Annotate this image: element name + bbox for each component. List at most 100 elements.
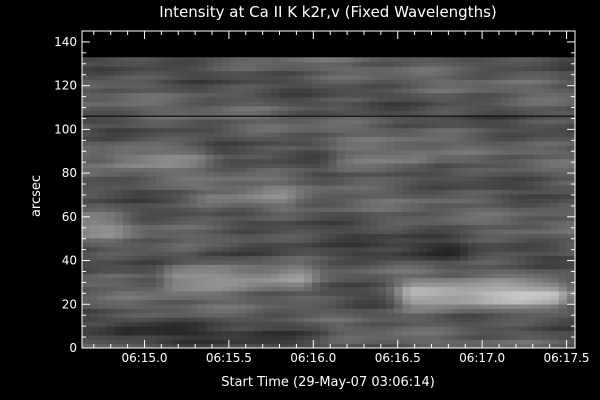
- heatmap-cell: [295, 264, 305, 270]
- heatmap-cell: [303, 202, 313, 208]
- heatmap-cell: [139, 334, 149, 340]
- heatmap-cell: [262, 154, 272, 160]
- heatmap-cell: [213, 325, 223, 331]
- heatmap-cell: [295, 339, 305, 345]
- heatmap-cell: [254, 83, 264, 89]
- heatmap-cell: [484, 295, 494, 301]
- heatmap-cell: [501, 264, 510, 270]
- heatmap-cell: [147, 176, 157, 182]
- heatmap-cell: [287, 233, 297, 239]
- heatmap-cell: [369, 88, 379, 94]
- heatmap-cell: [476, 167, 486, 173]
- heatmap-cell: [459, 154, 469, 160]
- heatmap-cell: [501, 79, 510, 85]
- heatmap-cell: [484, 66, 494, 72]
- heatmap-cell: [443, 57, 453, 63]
- heatmap-cell: [550, 286, 560, 292]
- heatmap-cell: [320, 325, 330, 331]
- heatmap-cell: [131, 330, 141, 336]
- heatmap-cell: [550, 259, 560, 265]
- heatmap-cell: [484, 220, 494, 226]
- heatmap-cell: [361, 207, 371, 213]
- heatmap-cell: [550, 118, 560, 124]
- heatmap-cell: [106, 281, 116, 287]
- heatmap-cell: [344, 180, 354, 186]
- heatmap-cell: [221, 127, 231, 133]
- heatmap-cell: [336, 211, 346, 217]
- heatmap-cell: [377, 224, 387, 230]
- heatmap-cell: [542, 334, 551, 340]
- heatmap-cell: [82, 92, 91, 98]
- heatmap-cell: [90, 176, 100, 182]
- heatmap-cell: [476, 57, 486, 63]
- heatmap-cell: [279, 268, 289, 274]
- heatmap-cell: [164, 308, 173, 314]
- heatmap-cell: [90, 189, 100, 195]
- heatmap-cell: [550, 193, 560, 199]
- heatmap-cell: [262, 123, 272, 129]
- heatmap-cell: [550, 339, 560, 345]
- heatmap-cell: [246, 162, 256, 168]
- heatmap-cell: [164, 176, 173, 182]
- heatmap-cell: [550, 92, 560, 98]
- heatmap-cell: [114, 299, 124, 305]
- heatmap-cell: [213, 224, 223, 230]
- heatmap-cell: [114, 167, 124, 173]
- heatmap-cell: [221, 264, 231, 270]
- heatmap-cell: [361, 303, 371, 309]
- heatmap-cell: [336, 136, 346, 142]
- heatmap-cell: [254, 277, 264, 283]
- heatmap-cell: [320, 66, 330, 72]
- heatmap-cell: [525, 255, 535, 261]
- heatmap-cell: [123, 118, 132, 124]
- heatmap-cell: [246, 96, 256, 102]
- heatmap-cell: [509, 330, 519, 336]
- heatmap-cell: [476, 127, 486, 133]
- heatmap-cell: [188, 246, 198, 252]
- heatmap-cell: [238, 74, 247, 80]
- heatmap-cell: [90, 127, 100, 133]
- heatmap-cell: [147, 330, 157, 336]
- heatmap-cell: [164, 185, 173, 191]
- heatmap-cell: [98, 198, 108, 204]
- heatmap-cell: [238, 290, 247, 296]
- heatmap-cell: [262, 264, 272, 270]
- heatmap-cell: [270, 70, 280, 76]
- heatmap-cell: [369, 140, 379, 146]
- heatmap-cell: [246, 334, 256, 340]
- heatmap-cell: [98, 281, 108, 287]
- heatmap-cell: [336, 330, 346, 336]
- heatmap-cell: [509, 149, 519, 155]
- heatmap-cell: [468, 57, 477, 63]
- heatmap-cell: [353, 202, 362, 208]
- heatmap-cell: [279, 176, 289, 182]
- heatmap-cell: [418, 330, 428, 336]
- heatmap-cell: [542, 171, 551, 177]
- heatmap-cell: [139, 198, 149, 204]
- heatmap-cell: [320, 295, 330, 301]
- heatmap-cell: [410, 171, 420, 177]
- heatmap-cell: [246, 224, 256, 230]
- heatmap-cell: [164, 343, 173, 349]
- heatmap-cell: [501, 83, 510, 89]
- heatmap-cell: [336, 66, 346, 72]
- heatmap-cell: [427, 154, 436, 160]
- heatmap-cell: [410, 88, 420, 94]
- heatmap-cell: [451, 281, 461, 287]
- heatmap-cell: [517, 149, 527, 155]
- heatmap-cell: [501, 140, 510, 146]
- heatmap-cell: [98, 105, 108, 111]
- heatmap-cell: [501, 237, 510, 243]
- heatmap-cell: [246, 308, 256, 314]
- heatmap-cell: [131, 207, 141, 213]
- heatmap-cell: [435, 136, 445, 142]
- heatmap-cell: [155, 220, 165, 226]
- heatmap-cell: [114, 281, 124, 287]
- heatmap-cell: [533, 145, 543, 151]
- heatmap-cell: [279, 127, 289, 133]
- heatmap-cell: [164, 273, 173, 279]
- heatmap-cell: [123, 290, 132, 296]
- heatmap-cell: [155, 136, 165, 142]
- heatmap-cell: [188, 299, 198, 305]
- heatmap-cell: [246, 251, 256, 257]
